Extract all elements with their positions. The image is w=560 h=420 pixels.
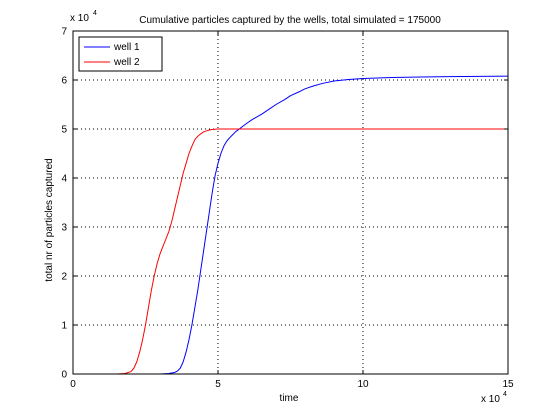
- plot-frame: [72, 30, 509, 375]
- x-axis-label: time: [280, 393, 299, 404]
- y-tick-label: 6: [61, 76, 67, 87]
- y-tick-label: 0: [61, 370, 67, 381]
- y-tick-label: 5: [61, 125, 67, 136]
- x-tick-label: 10: [357, 379, 369, 390]
- y-exponent-base: x 10: [70, 13, 89, 24]
- x-exponent-label: x 10 4: [481, 391, 507, 405]
- legend-label-well-2: well 2: [113, 57, 140, 68]
- y-tick-label: 7: [61, 27, 67, 38]
- series-lines: [73, 75, 509, 375]
- y-axis-label: total nr of particles captured: [44, 158, 55, 281]
- x-tick-label: 0: [70, 379, 76, 390]
- legend: well 1 well 2: [78, 36, 163, 72]
- x-exponent-power: 4: [503, 391, 507, 398]
- y-tick-label: 4: [61, 174, 67, 185]
- y-tick-label: 1: [61, 321, 67, 332]
- x-exponent-base: x 10: [481, 394, 500, 405]
- series-line-well-2: [73, 128, 508, 375]
- plot-area: [73, 31, 508, 374]
- x-tick-labels: 0 5 10 15: [70, 379, 514, 390]
- y-tick-labels: 0 1 2 3 4 5 6 7: [61, 27, 67, 381]
- x-tick-label: 5: [215, 379, 221, 390]
- axis-ticks: [72, 30, 509, 375]
- y-exponent-power: 4: [93, 10, 97, 17]
- y-tick-label: 2: [61, 272, 67, 283]
- legend-label-well-1: well 1: [113, 42, 140, 53]
- y-tick-label: 3: [61, 223, 67, 234]
- legend-box: [78, 36, 163, 72]
- series-line-well-1: [73, 75, 509, 375]
- chart-title: Cumulative particles captured by the wel…: [139, 15, 441, 26]
- y-exponent-label: x 10 4: [70, 10, 97, 24]
- x-tick-label: 15: [502, 379, 514, 390]
